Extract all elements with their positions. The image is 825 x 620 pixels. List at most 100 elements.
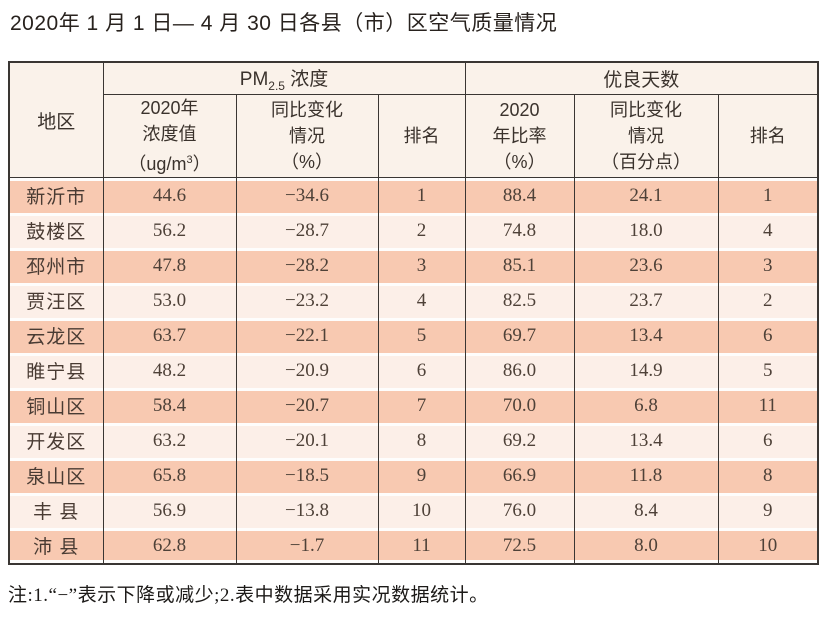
pm-rank-cell: 3 [377,248,466,283]
region-cell: 贾汪区 [8,283,104,318]
gd-change-cell: 24.1 [573,177,719,213]
header-pm-rank: 排名 [377,94,466,178]
table-row: 沛 县 62.8 −1.7 11 72.5 8.0 10 [8,528,819,564]
table-row: 云龙区 63.7 −22.1 5 69.7 13.4 6 [8,318,819,353]
pm-change-cell: −20.1 [235,423,379,458]
table-row: 铜山区 58.4 −20.7 7 70.0 6.8 11 [8,388,819,423]
gd-ratio-cell: 74.8 [464,213,575,248]
air-quality-table: 地区 PM2.5 浓度 优良天数 2020年 浓度值 （ug/m3） 同比变化 … [8,61,820,565]
pm-change-cell: −28.7 [235,213,379,248]
header-gd-rank: 排名 [717,94,819,178]
pm-change-cell: −28.2 [235,248,379,283]
gd-rank-cell: 9 [717,493,819,528]
gd-change-cell: 13.4 [573,318,719,353]
gd-ratio-cell: 82.5 [464,283,575,318]
gd-rank-cell: 8 [717,458,819,493]
region-cell: 睢宁县 [8,353,104,388]
gd-rank-cell: 4 [717,213,819,248]
region-cell: 沛 县 [8,528,104,564]
gd-ratio-cell: 69.2 [464,423,575,458]
region-cell: 新沂市 [8,177,104,213]
page-title: 2020年 1 月 1 日— 4 月 30 日各县（市）区空气质量情况 [10,12,558,35]
pm-change-cell: −13.8 [235,493,379,528]
table-row: 贾汪区 53.0 −23.2 4 82.5 23.7 2 [8,283,819,318]
header-pm-change: 同比变化 情况 （%） [235,94,379,178]
pm-change-cell: −20.7 [235,388,379,423]
table-header-region: 地区 [8,61,104,178]
pm-rank-cell: 7 [377,388,466,423]
pm-value-cell: 48.2 [102,353,237,388]
gd-ratio-cell: 66.9 [464,458,575,493]
pm25-subscript: 2.5 [268,78,285,93]
gd-rank-cell: 6 [717,318,819,353]
header-pm-change-line1: 同比变化 [271,100,343,120]
pm-value-cell: 56.9 [102,493,237,528]
pm-change-cell: −34.6 [235,177,379,213]
gd-rank-cell: 2 [717,283,819,318]
pm25-label-prefix: PM [239,69,269,91]
pm-rank-cell: 2 [377,213,466,248]
table-header-pm25-group: PM2.5 浓度 [102,61,466,95]
gd-ratio-cell: 72.5 [464,528,575,564]
header-pm-change-line2: 情况 [289,126,325,146]
table-header-gooddays-group: 优良天数 [464,61,819,95]
gd-change-cell: 23.6 [573,248,719,283]
header-gd-ratio: 2020 年比率 （%） [464,94,575,178]
pm-change-cell: −22.1 [235,318,379,353]
pm-rank-cell: 11 [377,528,466,564]
gd-change-cell: 8.4 [573,493,719,528]
pm-change-cell: −23.2 [235,283,379,318]
header-pm-value-line1: 2020年 [140,98,199,118]
pm-rank-cell: 1 [377,177,466,213]
pm-value-cell: 62.8 [102,528,237,564]
pm-value-cell: 63.7 [102,318,237,353]
header-gd-change-line2: 情况 [628,126,665,146]
header-pm-value: 2020年 浓度值 （ug/m3） [102,94,237,178]
gd-change-cell: 18.0 [573,213,719,248]
region-cell: 开发区 [8,423,104,458]
header-gd-ratio-line3: （%） [493,152,546,172]
pm-rank-cell: 5 [377,318,466,353]
header-gd-change-line3: （百分点） [601,152,692,172]
pm-change-cell: −18.5 [235,458,379,493]
pm-value-cell: 47.8 [102,248,237,283]
header-gd-change: 同比变化 情况 （百分点） [573,94,719,178]
pm-value-cell: 58.4 [102,388,237,423]
region-cell: 铜山区 [8,388,104,423]
gd-ratio-cell: 86.0 [464,353,575,388]
gd-rank-cell: 5 [717,353,819,388]
pm-value-cell: 63.2 [102,423,237,458]
pm-value-cell: 65.8 [102,458,237,493]
header-pm-value-line2: 浓度值 [142,124,197,144]
gd-ratio-cell: 85.1 [464,248,575,283]
table-row: 新沂市 44.6 −34.6 1 88.4 24.1 1 [8,177,819,213]
table-row: 泉山区 65.8 −18.5 9 66.9 11.8 8 [8,458,819,493]
header-gd-change-line1: 同比变化 [610,100,683,120]
pm-value-cell: 44.6 [102,177,237,213]
gd-rank-cell: 1 [717,177,819,213]
region-cell: 泉山区 [8,458,104,493]
pm-rank-cell: 10 [377,493,466,528]
gd-ratio-cell: 76.0 [464,493,575,528]
gd-change-cell: 13.4 [573,423,719,458]
region-cell: 鼓楼区 [8,213,104,248]
pm-rank-cell: 8 [377,423,466,458]
pm-rank-cell: 6 [377,353,466,388]
gd-rank-cell: 6 [717,423,819,458]
pm-rank-cell: 9 [377,458,466,493]
table-row: 邳州市 47.8 −28.2 3 85.1 23.6 3 [8,248,819,283]
gd-change-cell: 11.8 [573,458,719,493]
header-pm-change-line3: （%） [280,152,333,172]
pm-value-cell: 53.0 [102,283,237,318]
gd-rank-cell: 10 [717,528,819,564]
cubic-superscript: 3 [186,154,193,166]
pm-rank-cell: 4 [377,283,466,318]
footnote: 注:1.“−”表示下降或减少;2.表中数据采用实况数据统计。 [8,585,489,606]
table-row: 睢宁县 48.2 −20.9 6 86.0 14.9 5 [8,353,819,388]
gd-rank-cell: 11 [717,388,819,423]
pm-value-cell: 56.2 [102,213,237,248]
region-cell: 丰 县 [8,493,104,528]
pm25-label-suffix: 浓度 [284,69,329,91]
table-row: 开发区 63.2 −20.1 8 69.2 13.4 6 [8,423,819,458]
table-row: 丰 县 56.9 −13.8 10 76.0 8.4 9 [8,493,819,528]
